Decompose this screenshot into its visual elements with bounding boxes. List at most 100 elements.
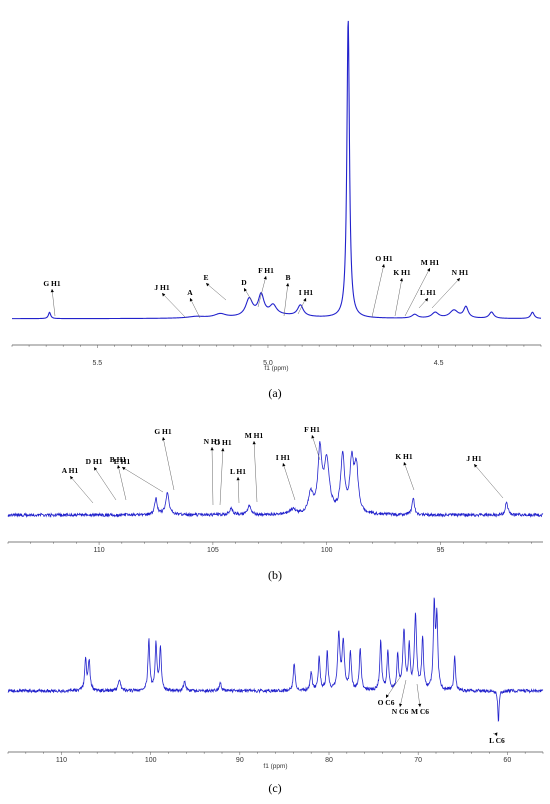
leader-line (69, 475, 94, 504)
spectrum-line (7, 441, 544, 519)
tick-label: 110 (56, 757, 67, 764)
arrow-head (50, 289, 54, 293)
peak-annotation: K H1 (395, 452, 415, 491)
tick-label: 5.5 (92, 360, 102, 367)
arrow-head (210, 447, 214, 451)
leader-line (189, 297, 201, 319)
leader-line (416, 683, 421, 708)
tick-label: 4.5 (434, 360, 444, 367)
arrow-head (286, 283, 290, 287)
leader-line (492, 732, 498, 737)
leader-line (219, 447, 224, 506)
arrow-head (311, 435, 315, 439)
panel-b: 110 105 100 95 A H1 D H1 B H1E H1 G H1 N H1O H1 L… (7, 425, 544, 554)
leader-line (404, 267, 431, 317)
leader-line (51, 288, 56, 317)
leader-line (117, 464, 127, 501)
annotation-label: L H1 (230, 467, 246, 476)
leader-line (211, 446, 214, 506)
annotation-label: K H1 (393, 268, 411, 277)
leader-line (253, 440, 258, 503)
peak-annotation: J H1 (154, 283, 187, 319)
peak-annotation: A H1 (62, 466, 94, 504)
panel-a: 5.5 5.0 4.5 f1 (ppm) G H1 J H1 A E D F H1 B I H1 O H… (11, 20, 542, 372)
peak-annotation: M H1 (404, 258, 440, 317)
annotation-label: B (285, 273, 290, 282)
peak-annotation: G H1 (154, 427, 175, 491)
peak-annotation: I H1 (276, 453, 296, 501)
annotation-label: B H1 (110, 455, 127, 464)
peak-annotation: A (187, 288, 201, 319)
arrow-head (494, 732, 498, 736)
arrow-head (418, 703, 422, 707)
annotation-label: O H1 (375, 254, 393, 263)
tick-label: 110 (93, 547, 104, 554)
annotation-label: O C6 (378, 698, 395, 707)
leader-line (162, 436, 175, 491)
leader-line (121, 466, 164, 493)
annotation-label: E H1 (114, 457, 131, 466)
spectrum-line (12, 20, 542, 320)
arrow-head (399, 278, 403, 282)
annotation-label: G H1 (154, 427, 172, 436)
tick-label: 100 (321, 547, 333, 554)
leader-line (473, 463, 504, 499)
leader-line (282, 462, 296, 501)
arrow-head (244, 288, 247, 292)
arrow-head (117, 465, 121, 469)
annotation-label: F H1 (304, 425, 320, 434)
panel-caption: (c) (268, 781, 281, 795)
leader-line (371, 263, 385, 318)
arrow-head (236, 477, 240, 481)
peak-annotation: G H1 (43, 279, 61, 317)
arrow-head (303, 298, 307, 302)
leader-line (385, 675, 402, 699)
arrow-head (221, 448, 225, 452)
panel-caption: (b) (268, 568, 282, 582)
arrow-head (282, 463, 286, 467)
peak-annotation: L C6 (489, 732, 505, 745)
arrow-head (399, 703, 403, 707)
annotation-label: I H1 (299, 288, 314, 297)
leader-line (161, 292, 187, 319)
peak-annotation: K H1 (393, 268, 411, 317)
peak-annotation: I H1 (297, 288, 314, 315)
annotation-label: J H1 (154, 283, 169, 292)
arrow-head (206, 283, 210, 287)
leader-line (93, 466, 117, 501)
tick-label: 95 (437, 547, 445, 554)
arrow-head (189, 298, 193, 302)
peak-annotation: M C6 (411, 683, 429, 716)
leader-line (257, 275, 267, 308)
peak-annotation: N H1 (431, 268, 469, 309)
leader-line (311, 434, 321, 461)
arrow-head (70, 476, 74, 480)
arrow-head (403, 462, 407, 466)
annotation-label: D H1 (86, 457, 103, 466)
peak-annotation: N C6 (392, 679, 409, 716)
annotation-label: M C6 (411, 707, 429, 716)
annotation-label: E (203, 273, 208, 282)
x-axis-label: f1 (ppm) (264, 365, 288, 372)
arrow-head (252, 441, 256, 445)
arrow-head (474, 464, 478, 468)
peak-annotation: D (241, 278, 253, 302)
peak-annotation: F H1 (304, 425, 321, 461)
arrow-head (386, 694, 389, 698)
leader-line (403, 461, 415, 491)
annotation-label: K H1 (395, 452, 413, 461)
annotation-label: N C6 (392, 707, 409, 716)
annotation-label: M H1 (245, 431, 264, 440)
peak-annotation: B H1 (110, 455, 127, 501)
peak-annotation: O H1 (214, 438, 232, 506)
annotation-label: G H1 (43, 279, 61, 288)
arrow-head (263, 276, 267, 280)
tick-label: 90 (236, 757, 244, 764)
arrow-head (122, 467, 126, 471)
leader-line (431, 277, 461, 309)
annotation-label: I H1 (276, 453, 291, 462)
panel-c: 110 100 90 80 70 60 f1 (ppm) O C6N C6 M C6 L C6 (7, 597, 544, 770)
peak-annotation: M H1 (245, 431, 264, 503)
leader-line (283, 282, 289, 317)
